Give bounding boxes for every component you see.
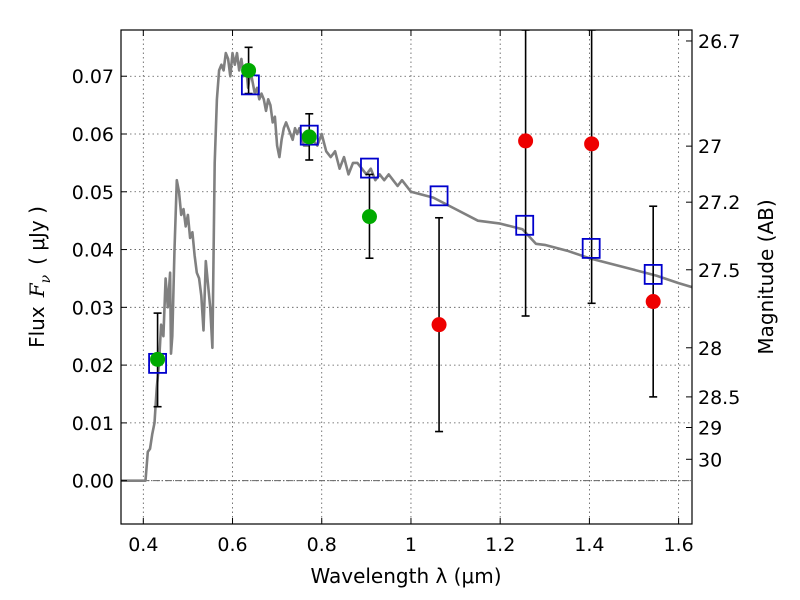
- detected-flux-point: [361, 209, 377, 225]
- upper-limit-point: [584, 136, 600, 152]
- y-tick-label: 0.02: [72, 355, 114, 377]
- x-tick-label: 1.2: [485, 534, 515, 556]
- template-spectrum-line: [121, 51, 692, 482]
- detected-flux-point: [150, 351, 166, 367]
- y-tick-label: 0.05: [72, 182, 114, 204]
- y-tick-label: 0.00: [72, 471, 114, 493]
- template-spectrum-group: [121, 51, 692, 482]
- x-tick-label: 0.8: [307, 534, 337, 556]
- y-axis-label-prefix: Flux: [25, 306, 49, 348]
- model-flux-square: [429, 185, 449, 207]
- detected-flux-point: [301, 129, 317, 145]
- y-axis-label-unit: ( μJy ): [25, 206, 49, 265]
- right-tick-label: 27.2: [698, 192, 740, 214]
- y-axis-label-sub: ν: [38, 274, 54, 283]
- x-tick-label: 0.4: [128, 534, 158, 556]
- model-flux-square: [581, 237, 601, 259]
- upper-limit-point: [645, 294, 661, 310]
- observed-points-group: [150, 62, 661, 367]
- x-tick-label: 1.4: [574, 534, 604, 556]
- y-tick-label: 0.03: [72, 297, 114, 319]
- y-tick-label: 0.04: [72, 240, 114, 262]
- y-tick-label: 0.06: [72, 124, 114, 146]
- model-flux-square: [643, 263, 663, 285]
- y-axis-label-var: F: [25, 282, 49, 298]
- x-axis-label: Wavelength λ (μm): [310, 564, 501, 588]
- detected-flux-point: [241, 62, 257, 78]
- x-tick-label: 1.6: [664, 534, 694, 556]
- right-tick-label: 27.5: [698, 260, 740, 282]
- upper-limit-point: [518, 133, 534, 149]
- right-tick-label: 26.7: [698, 31, 740, 53]
- axis-ticks: 0.4 0.6 0.8 1 1.2 1.4 1.6 0.00 0.01 0.02 0.03 0.04 0…: [72, 30, 740, 556]
- right-tick-label: 27: [698, 136, 722, 158]
- right-tick-label: 28: [698, 338, 722, 360]
- x-tick-label: 0.6: [217, 534, 247, 556]
- right-tick-label: 28.5: [698, 387, 740, 409]
- y-axis-label: Flux Fν ( μJy ): [25, 206, 54, 348]
- y-tick-label: 0.01: [72, 413, 114, 435]
- grid-lines: [121, 30, 692, 524]
- x-tick-label: 1: [405, 534, 417, 556]
- right-axis-label: Magnitude (AB): [754, 199, 778, 354]
- plot-frame: [120, 29, 693, 525]
- right-tick-label: 30: [698, 449, 722, 471]
- model-flux-square: [299, 124, 319, 146]
- y-tick-label: 0.07: [72, 66, 114, 88]
- model-flux-square: [360, 157, 379, 179]
- upper-limit-point: [431, 317, 447, 333]
- model-flux-square: [515, 214, 535, 236]
- right-tick-label: 29: [698, 418, 722, 440]
